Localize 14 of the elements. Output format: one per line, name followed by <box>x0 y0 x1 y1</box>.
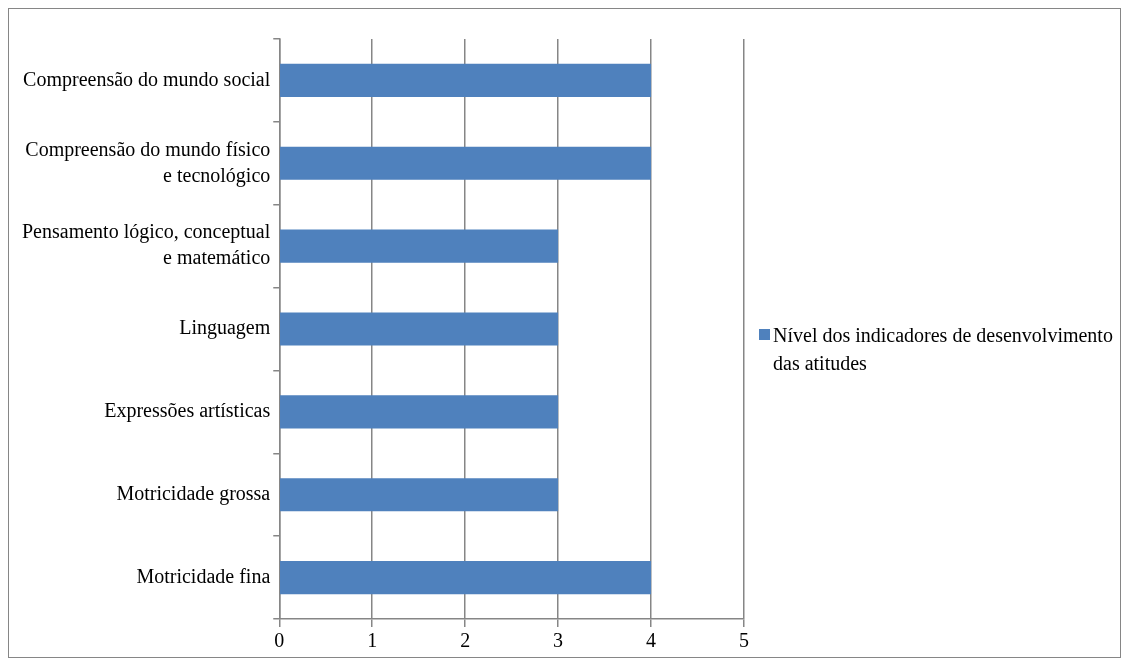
x-tick-label: 3 <box>553 629 564 652</box>
legend-label: Nível dos indicadores de desenvolvimento das atitudes <box>773 323 1114 376</box>
x-tick-label: 0 <box>274 629 285 652</box>
y-tick-label: Motricidade fina <box>136 564 271 587</box>
x-tick-label: 5 <box>739 629 749 652</box>
x-tick-label: 2 <box>460 629 471 652</box>
y-tick-label: Expressões artísticas <box>104 399 271 423</box>
y-tick-label: Compreensão do mundo físico e tecnológico <box>25 137 271 187</box>
y-tick-label: Pensamento lógico, conceptual e matemático <box>22 220 271 269</box>
x-tick-label: 4 <box>646 629 657 652</box>
y-tick-label: Motricidade grossa <box>116 481 271 505</box>
y-tick-label: Linguagem <box>179 316 271 340</box>
x-tick-label: 1 <box>367 629 378 652</box>
y-tick-label: Compreensão do mundo social <box>23 67 271 91</box>
